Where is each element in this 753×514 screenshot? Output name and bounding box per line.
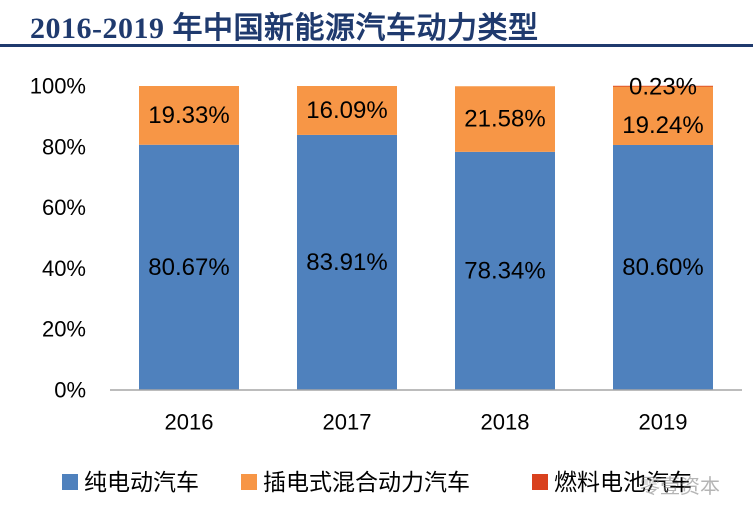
title-underline bbox=[0, 44, 753, 47]
watermark: 零壹资本 bbox=[640, 476, 720, 498]
bar-2017-series-0 bbox=[297, 134, 397, 390]
legend-swatch-series-2 bbox=[532, 474, 548, 490]
x-tick-label-2019: 2019 bbox=[639, 410, 688, 435]
data-label-2019-series-1: 19.24% bbox=[622, 112, 703, 139]
y-tick-label: 20% bbox=[42, 317, 86, 342]
data-label-2017-series-0: 83.91% bbox=[306, 249, 387, 276]
x-tick-label-2018: 2018 bbox=[481, 410, 530, 435]
legend-label-series-2: 燃料电池汽车 bbox=[554, 469, 692, 495]
y-tick-label: 40% bbox=[42, 256, 86, 281]
bar-2019-series-0 bbox=[613, 144, 713, 390]
legend-swatch-series-0 bbox=[62, 474, 78, 490]
bar-2016-series-0 bbox=[139, 144, 239, 390]
bar-2018-series-1 bbox=[455, 86, 555, 152]
bar-2017-series-1 bbox=[297, 86, 397, 135]
data-label-2019-series-0: 80.60% bbox=[622, 254, 703, 281]
legend-label-series-1: 插电式混合动力汽车 bbox=[263, 469, 470, 495]
data-label-2018-series-1: 21.58% bbox=[464, 106, 545, 133]
data-label-2016-series-0: 80.67% bbox=[148, 254, 229, 281]
x-tick-label-2017: 2017 bbox=[323, 410, 372, 435]
y-tick-label: 0% bbox=[54, 378, 86, 403]
y-tick-label: 100% bbox=[30, 74, 86, 99]
data-label-2016-series-1: 19.33% bbox=[148, 102, 229, 129]
data-label-2017-series-1: 16.09% bbox=[306, 97, 387, 124]
data-label-2019-series-2: 0.23% bbox=[629, 73, 697, 100]
chart-title: 2016-2019 年中国新能源汽车动力类型 bbox=[30, 12, 539, 45]
data-label-2018-series-0: 78.34% bbox=[464, 257, 545, 284]
bar-2019-series-2 bbox=[613, 85, 713, 87]
bar-2018-series-0 bbox=[455, 151, 555, 390]
legend-swatch-series-1 bbox=[241, 474, 257, 490]
x-tick-label-2016: 2016 bbox=[165, 410, 214, 435]
bar-2019-series-1 bbox=[613, 86, 713, 145]
bar-2016-series-1 bbox=[139, 86, 239, 145]
y-tick-label: 80% bbox=[42, 134, 86, 159]
legend-label-series-0: 纯电动汽车 bbox=[84, 469, 199, 495]
y-tick-label: 60% bbox=[42, 195, 86, 220]
